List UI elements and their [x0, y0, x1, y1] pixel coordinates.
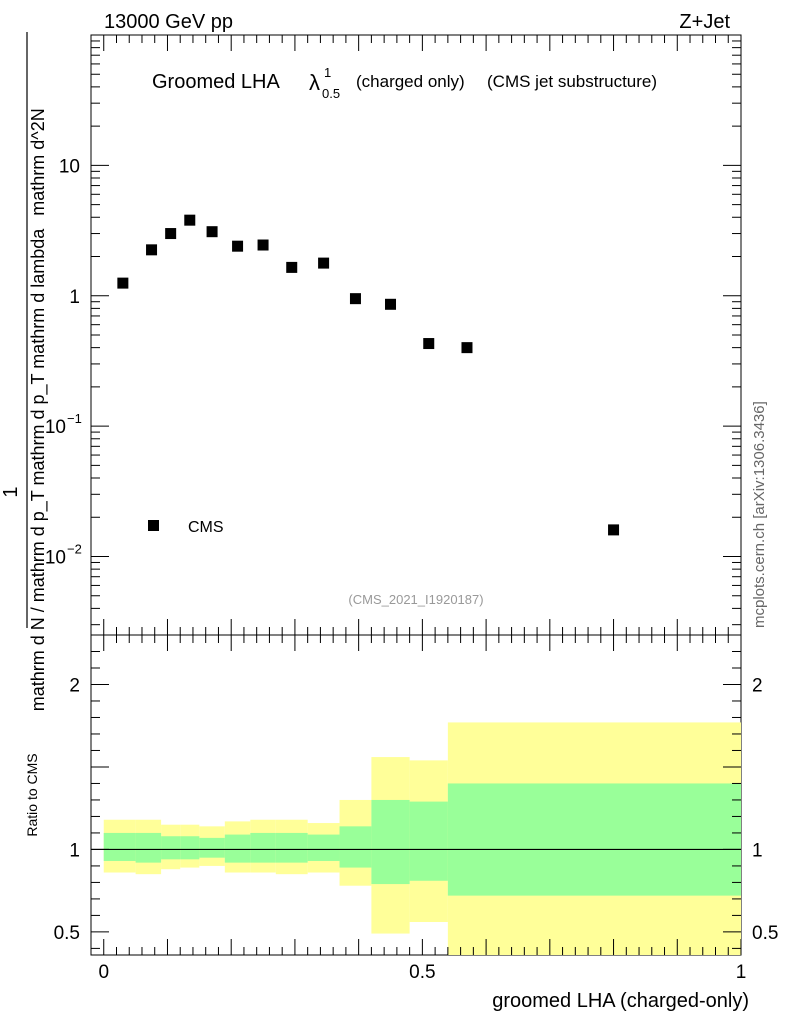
main-ytick-label-text: 10 — [59, 156, 80, 177]
ratio-inner-band — [103, 832, 136, 861]
data-point — [349, 293, 361, 305]
ratio-inner-band — [224, 834, 251, 863]
ratio-ytick-label-left: 0.5 — [54, 923, 80, 944]
watermark: mcplots.cern.ch [arXiv:1306.3436] — [751, 401, 768, 628]
ratio-inner-band — [199, 837, 225, 858]
main-data-points — [117, 214, 620, 536]
ratio-xtick-label: 0.5 — [409, 962, 435, 983]
ratio-xtick-label: 1 — [736, 962, 747, 983]
data-point — [257, 239, 269, 251]
plot-title-suffix1: (charged only) — [356, 72, 465, 91]
ratio-inner-band — [339, 826, 372, 868]
data-point — [232, 240, 244, 252]
main-ytick-label: 10 — [59, 156, 80, 177]
ratio-inner-band — [161, 836, 181, 860]
analysis-id: (CMS_2021_I1920187) — [348, 592, 483, 607]
ratio-inner-band — [135, 832, 162, 863]
header-right: Z+Jet — [679, 11, 730, 33]
plot-title-main: Groomed LHA — [152, 71, 280, 93]
legend: CMS — [148, 519, 224, 536]
ratio-inner-band — [409, 801, 448, 881]
main-ytick-label-text: 1 — [69, 287, 80, 308]
ratio-inner-band — [250, 832, 276, 863]
ratio-ytick-label-right: 0.5 — [752, 923, 778, 944]
main-plot-frame — [90, 34, 742, 636]
header-left: 13000 GeV pp — [104, 11, 233, 33]
data-point — [385, 298, 397, 310]
main-ylabel-numerator: mathrm d^2N — [28, 108, 48, 215]
main-ytick-label-base: 10 — [45, 417, 66, 438]
ratio-ytick-label-right: 1 — [752, 840, 763, 861]
ratio-inner-band — [275, 832, 308, 863]
data-point — [318, 257, 330, 269]
ratio-xlabel: groomed LHA (charged-only) — [492, 990, 749, 1012]
plot-title-sub: 0.5 — [322, 86, 340, 101]
main-ylabel-top: 1 — [0, 486, 22, 497]
ratio-ylabel: Ratio to CMS — [24, 753, 40, 836]
ratio-inner-band — [371, 799, 410, 885]
plot-title: Groomed LHA λ 1 0.5 (charged only) (CMS … — [152, 65, 657, 101]
ratio-ytick-label-left: 1 — [69, 840, 80, 861]
plot-title-suffix2: (CMS jet substructure) — [487, 72, 657, 91]
data-point — [286, 261, 298, 273]
data-point — [206, 226, 218, 238]
main-ylabel-bottom: mathrm d N / mathrm d p_T mathrm d p_T m… — [28, 228, 49, 711]
data-point — [117, 277, 129, 289]
main-ytick-label: 10 −2 — [45, 542, 82, 569]
plot-title-sup: 1 — [324, 65, 331, 80]
data-point — [184, 214, 196, 226]
ratio-axis-ticks: 2 21 10.5 0.50 0.5 1 — [54, 635, 778, 983]
main-ytick-label: 10 −1 — [45, 411, 82, 438]
ratio-ytick-label-right: 2 — [752, 675, 763, 696]
data-point — [608, 524, 620, 536]
data-point — [165, 228, 177, 240]
ratio-inner-band — [447, 783, 741, 896]
data-point — [146, 244, 158, 256]
data-point — [423, 338, 435, 350]
data-point — [461, 342, 473, 354]
legend-marker — [148, 520, 159, 531]
main-ytick-label: 1 — [69, 287, 80, 308]
legend-label: CMS — [188, 519, 224, 536]
ratio-inner-band — [180, 836, 200, 860]
main-ylabel: 1 mathrm d^2N mathrm d N / mathrm d p_T … — [0, 32, 49, 711]
main-ytick-label-exp: −1 — [67, 411, 82, 426]
ratio-ytick-label-left: 2 — [69, 675, 80, 696]
main-ytick-label-base: 10 — [45, 548, 66, 569]
ratio-inner-band — [307, 834, 340, 861]
main-ytick-label-exp: −2 — [67, 542, 82, 557]
ratio-bands — [91, 722, 741, 955]
plot-title-lambda: λ — [309, 70, 320, 95]
ratio-xtick-label: 0 — [98, 962, 109, 983]
